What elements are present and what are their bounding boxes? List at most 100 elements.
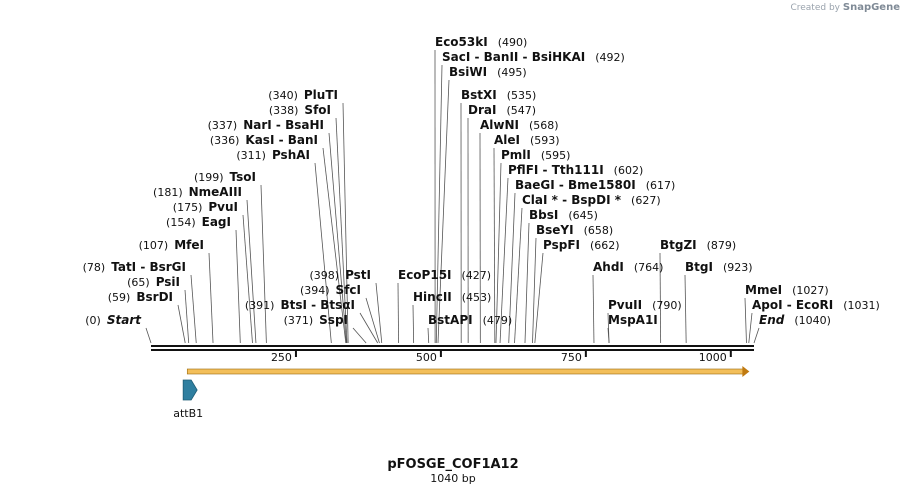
leader-line (524, 222, 530, 344)
leader-line (508, 192, 516, 344)
site-position: (627) (631, 194, 661, 207)
leader-line (335, 117, 348, 344)
site-name: PsiI (156, 275, 180, 289)
site-position: (427) (462, 269, 492, 282)
site-s36: PvuII (790) (608, 298, 682, 312)
orf-body (186, 368, 744, 375)
scale-ticks: 250 500 750 1000 (271, 351, 732, 364)
site-position: (371) (284, 314, 314, 327)
leader-line (427, 327, 430, 344)
leader-line (397, 282, 399, 344)
site-position: (602) (614, 164, 644, 177)
site-position: (78) (83, 261, 106, 274)
site-name: BsrDI (136, 290, 173, 304)
site-s9: PshAI (311) (236, 148, 310, 162)
tick-mark (294, 351, 297, 357)
site-position: (645) (568, 209, 598, 222)
leader-line (328, 132, 347, 344)
leader-lines (145, 49, 760, 344)
site-name: SspI (319, 313, 348, 327)
leader-line (190, 274, 197, 344)
map-title: pFOSGE_COF1A12 (387, 457, 518, 472)
site-s38: BtgZI (879) (660, 238, 736, 252)
site-position: (593) (530, 134, 560, 147)
site-position: (495) (497, 66, 527, 79)
tick-label: 750 (561, 351, 582, 364)
site-position: (337) (208, 119, 238, 132)
site-name: SfoI (304, 103, 331, 117)
site-s33: BseYI (658) (536, 223, 613, 237)
site-name: NarI - BsaHI (243, 118, 324, 132)
site-s15: BtsI - BtsαI (391) (245, 298, 355, 312)
site-s40: MmeI (1027) (745, 283, 829, 297)
site-s14: SspI (371) (284, 313, 348, 327)
site-position: (790) (652, 299, 682, 312)
site-name: BtgI (685, 260, 713, 274)
site-name: DraI (468, 103, 496, 117)
site-position: (1031) (843, 299, 880, 312)
site-name: PstI (345, 268, 371, 282)
site-position: (492) (595, 51, 625, 64)
site-s20: BstAPI (479) (428, 313, 512, 327)
site-s6: PvuI (175) (173, 200, 238, 214)
site-position: (923) (723, 261, 753, 274)
site-name: EagI (202, 215, 231, 229)
site-name: BsiWI (449, 65, 487, 79)
leader-line (322, 147, 347, 344)
site-position: (311) (236, 149, 266, 162)
watermark-prefix: Created by (790, 3, 840, 13)
site-s28: PmlI (595) (501, 148, 570, 162)
site-name: SfcI (336, 283, 361, 297)
site-s3: TatI - BsrGI (78) (83, 260, 186, 274)
site-name: BstAPI (428, 313, 473, 327)
leader-line (744, 297, 747, 344)
site-position: (398) (309, 269, 339, 282)
site-position: (154) (166, 216, 196, 229)
leader-line (375, 282, 383, 344)
site-position: (336) (210, 134, 240, 147)
site-position: (394) (300, 284, 330, 297)
site-name: PvuII (608, 298, 642, 312)
site-name: AhdI (593, 260, 624, 274)
site-s13: PluTI (340) (268, 88, 338, 102)
leader-line (314, 162, 332, 344)
site-s41: ApoI - EcoRI (1031) (752, 298, 880, 312)
leader-line (592, 274, 595, 344)
site-s24: BstXI (535) (461, 88, 536, 102)
watermark-brand: SnapGene (842, 2, 900, 13)
leader-line (145, 327, 152, 344)
site-position: (1040) (794, 314, 831, 327)
site-name: Eco53kI (435, 35, 488, 49)
site-name: BaeGI - Bme1580I (515, 178, 636, 192)
site-name: MfeI (174, 238, 204, 252)
site-s17: PstI (398) (309, 268, 371, 282)
site-position: (391) (245, 299, 275, 312)
site-name: PluTI (304, 88, 338, 102)
leader-line (534, 252, 544, 344)
site-s4: MfeI (107) (139, 238, 204, 252)
site-position: (490) (498, 36, 528, 49)
site-position: (595) (541, 149, 571, 162)
leader-line (365, 297, 380, 344)
leader-line (352, 327, 367, 344)
leader-line (607, 327, 610, 344)
orf-arrowhead (742, 366, 750, 377)
leader-line (493, 147, 496, 344)
leader-line (184, 289, 190, 344)
site-s19: HincII (453) (413, 290, 491, 304)
site-position: (453) (462, 291, 492, 304)
leader-line (437, 79, 450, 344)
site-s12: SfoI (338) (269, 103, 331, 117)
feature-attb1-arrow (182, 379, 198, 401)
site-name: PspFI (543, 238, 580, 252)
leader-line (684, 274, 687, 344)
site-name: Start (107, 313, 142, 327)
site-position: (59) (108, 291, 131, 304)
site-s39: BtgI (923) (685, 260, 753, 274)
tick-mark (439, 351, 442, 357)
leader-line (748, 312, 753, 344)
site-s18: EcoP15I (427) (398, 268, 491, 282)
site-s23: BsiWI (495) (449, 65, 527, 79)
site-position: (879) (707, 239, 737, 252)
site-name: BtgZI (660, 238, 697, 252)
